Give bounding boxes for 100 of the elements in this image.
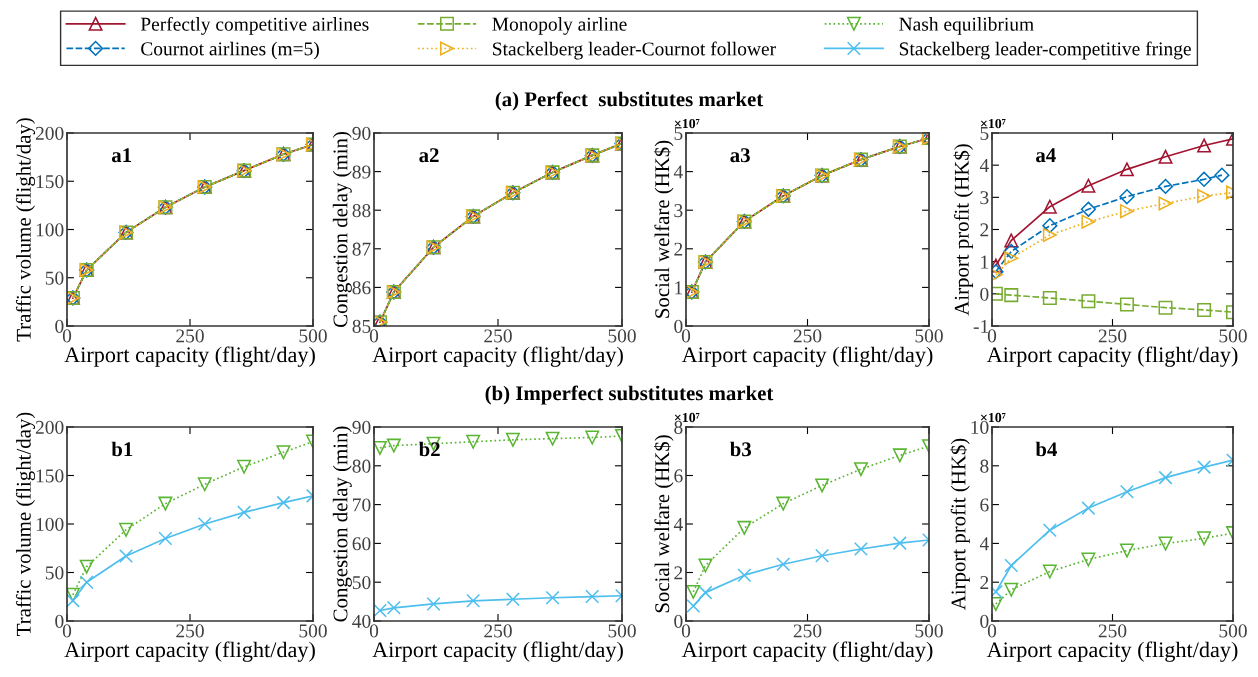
point: [892, 536, 907, 551]
point: [1196, 171, 1212, 187]
point: [119, 548, 134, 564]
text: (b) Imperfect substitutes market: [485, 385, 774, 405]
y-tick-label: 1: [675, 281, 683, 295]
y-tick-label: 87: [352, 242, 371, 256]
y-tick-label: 200: [35, 420, 64, 434]
point: [815, 548, 830, 563]
x-axis-title: Airport capacity (flight/day): [681, 641, 933, 662]
point: [853, 462, 868, 477]
y-axis-title: Congestion delay (min): [332, 132, 352, 328]
y-tick-label: 5: [980, 127, 989, 140]
y-tick-label: 50: [45, 566, 64, 580]
point: [1158, 470, 1173, 485]
point: [686, 584, 701, 599]
y-axis-title: Traffic volume (flight/day): [15, 118, 36, 342]
y-tick-label: 1: [981, 255, 989, 269]
point: [237, 459, 252, 474]
y-tick-label: -1: [973, 319, 989, 333]
legend-label: Monopoly airline: [492, 17, 627, 35]
point: [276, 445, 291, 460]
point: [1081, 178, 1096, 193]
x-tick-label: 250: [1098, 624, 1127, 638]
y-tick-label: 2: [980, 223, 989, 237]
point: [1119, 204, 1134, 219]
x-axis-title: Airport capacity (flight/day): [372, 346, 623, 367]
point: [686, 598, 701, 613]
legend-label: Cournot airlines (m=5): [141, 41, 319, 60]
y-tick-label: 80: [352, 459, 371, 473]
y-axis-title: Congestion delay (min): [332, 426, 352, 622]
point: [1042, 564, 1057, 579]
y-tick-label: 0: [674, 614, 683, 628]
point: [1197, 138, 1212, 153]
point: [698, 585, 713, 600]
annotation: b3: [730, 441, 752, 457]
point: [1197, 460, 1212, 475]
text: (a) Perfect substitutes market: [495, 91, 764, 111]
x-axis-title: Airport capacity (flight/day): [986, 346, 1238, 367]
point: [1158, 300, 1173, 315]
point: [1004, 251, 1019, 266]
y-tick-label: 70: [353, 498, 371, 512]
annotation: b2: [418, 441, 440, 457]
x-tick-label: 500: [299, 624, 327, 638]
x-tick-label: 500: [608, 329, 636, 343]
x-tick-label: 250: [176, 329, 204, 343]
point: [1197, 302, 1212, 317]
point: [158, 496, 173, 511]
point: [1004, 288, 1019, 303]
y-tick-label: 100: [36, 517, 64, 531]
point: [853, 541, 868, 556]
point: [1119, 162, 1134, 177]
point: [776, 496, 791, 511]
point: [585, 430, 600, 445]
y-tick-label: 200: [35, 126, 64, 140]
point: [426, 596, 441, 611]
legend-label: Nash equilibrium: [899, 17, 1034, 35]
point: [1004, 558, 1019, 573]
y-tick-label: 4: [673, 517, 683, 531]
x-tick-label: 500: [915, 329, 943, 343]
point: [1119, 297, 1134, 312]
point: [1042, 227, 1057, 242]
x-tick-label: 250: [793, 624, 822, 638]
point: [545, 431, 560, 446]
x-tick-label: 500: [299, 329, 327, 343]
y-tick-label: 0: [980, 614, 989, 628]
point: [158, 531, 173, 546]
point: [197, 477, 212, 492]
annotation: a4: [1036, 148, 1056, 163]
point: [466, 593, 481, 608]
annotation: a2: [419, 148, 439, 163]
y-tick-label: 90: [352, 126, 371, 140]
point: [67, 593, 80, 608]
y-tick-label: 50: [352, 576, 371, 590]
point: [815, 478, 830, 493]
y-tick-label: 0: [980, 287, 989, 301]
point: [1158, 536, 1173, 551]
y-tick-label: 89: [352, 165, 371, 179]
x-axis-title: Airport capacity (flight/day): [64, 641, 315, 662]
point: [1003, 243, 1019, 260]
y-tick-label: 2: [674, 566, 683, 580]
point: [1042, 199, 1057, 214]
x-axis-title: Airport capacity (flight/day): [986, 641, 1238, 662]
y-tick-label: 85: [352, 319, 371, 333]
point: [892, 448, 907, 463]
x-tick-label: 250: [484, 624, 512, 638]
point: [1080, 201, 1097, 217]
y-tick-label: 6: [674, 469, 683, 483]
point: [1081, 552, 1096, 567]
legend-label: Stackelberg leader-Cournot follower: [493, 41, 776, 60]
point: [1119, 189, 1135, 205]
y-tick-label: 2: [674, 242, 683, 256]
y-tick-label: 50: [45, 271, 64, 285]
annotation: b1: [111, 441, 133, 457]
y-tick-label: 150: [36, 469, 64, 483]
y-tick-label: 86: [352, 281, 371, 295]
y-tick-label: 5: [674, 127, 683, 140]
y-tick-label: 4: [979, 159, 989, 172]
point: [1158, 196, 1173, 211]
y-axis-title: Traffic volume (flight/day): [15, 412, 36, 636]
y-tick-label: 0: [55, 614, 64, 628]
